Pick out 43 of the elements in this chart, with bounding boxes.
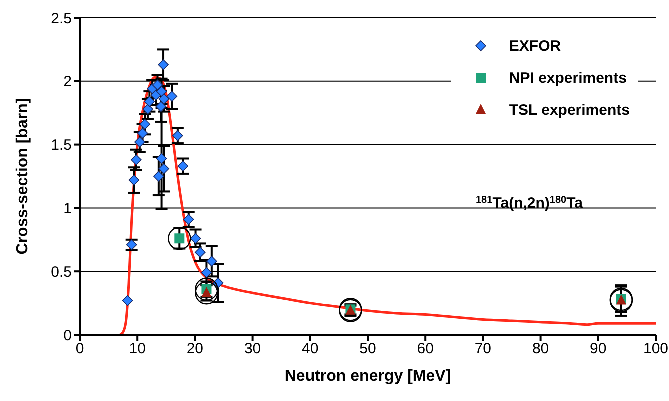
point <box>166 91 178 102</box>
point <box>122 295 134 306</box>
point <box>137 128 148 139</box>
point <box>206 256 218 267</box>
x-tick-label: 100 <box>643 340 669 358</box>
x-tick-label: 10 <box>129 340 146 358</box>
y-tick-label: 0.5 <box>51 264 72 281</box>
point <box>158 94 170 105</box>
point <box>158 163 170 174</box>
point <box>142 104 154 115</box>
point <box>201 267 212 278</box>
y-tick-label: 2.5 <box>51 10 72 28</box>
x-axis-title: Neutron energy [MeV] <box>284 368 452 385</box>
y-tick-label: 1.5 <box>51 137 72 154</box>
point <box>158 60 169 70</box>
point <box>154 171 164 182</box>
x-tick-label: 90 <box>590 340 607 358</box>
point <box>172 130 184 142</box>
y-tick-label: 2 <box>64 74 72 91</box>
x-tick-label: 0 <box>76 340 84 358</box>
x-tick-label: 50 <box>360 340 376 358</box>
y-tick-label: 1 <box>64 200 72 218</box>
point <box>178 160 189 172</box>
point <box>156 153 168 164</box>
x-tick-label: 60 <box>417 340 434 358</box>
y-axis-title: Cross-section [barn] <box>14 98 32 255</box>
x-tick-label: 70 <box>474 340 492 358</box>
x-tick-label: 40 <box>302 340 319 358</box>
x-tick-label: 30 <box>244 340 262 358</box>
point <box>144 96 156 108</box>
y-tick-label: 0 <box>64 327 72 344</box>
point <box>128 174 140 186</box>
point <box>194 247 206 258</box>
legend-label: EXFOR <box>509 38 562 54</box>
point <box>131 154 142 166</box>
annotation: $^{181}$Ta(n,2n)$^{180}$Ta <box>476 194 584 212</box>
point <box>190 233 202 244</box>
x-tick-label: 80 <box>532 340 550 358</box>
point <box>134 136 146 148</box>
legend-label: NPI experiments <box>509 70 627 86</box>
legend-label: TSL experiments <box>509 102 630 118</box>
x-tick-label: 20 <box>186 340 204 358</box>
point <box>140 119 150 130</box>
